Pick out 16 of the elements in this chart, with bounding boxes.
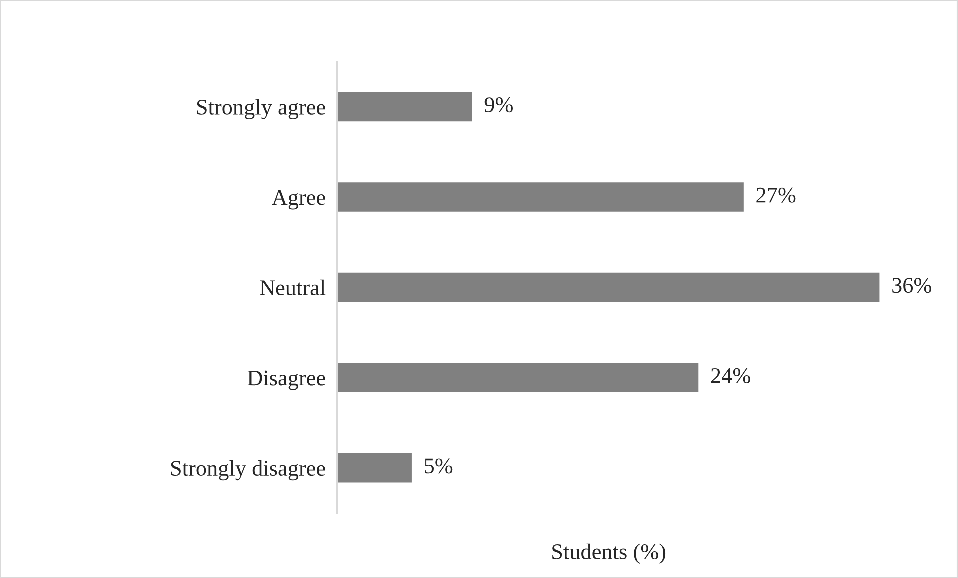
bar xyxy=(337,452,414,484)
bar xyxy=(337,362,700,394)
bar xyxy=(337,90,474,124)
y-tick-label: Neutral xyxy=(260,280,326,296)
data-label: 36% xyxy=(892,278,932,294)
y-tick-label: Agree xyxy=(272,190,326,210)
data-label: 9% xyxy=(484,98,513,113)
y-tick-label: Strongly disagree xyxy=(171,460,326,481)
y-tick-label: Disagree xyxy=(248,370,326,390)
bar xyxy=(337,181,746,214)
data-label: 24% xyxy=(711,368,750,384)
data-label: 27% xyxy=(756,188,796,203)
x-axis-title: Students (%) xyxy=(552,544,666,564)
y-tick-label: Strongly agree xyxy=(197,99,326,120)
bar xyxy=(337,272,880,304)
data-label: 5% xyxy=(425,458,453,474)
